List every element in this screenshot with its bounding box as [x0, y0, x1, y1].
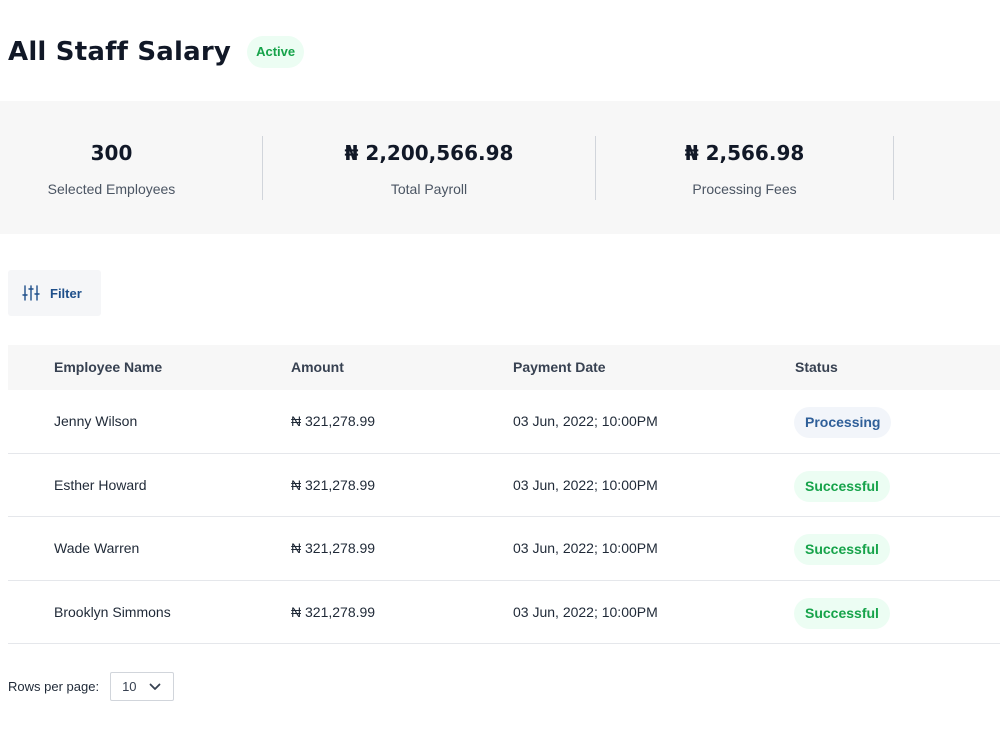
page-title: All Staff Salary: [8, 37, 232, 67]
payment-date: 03 Jun, 2022; 10:00PM: [513, 413, 658, 429]
amount: ₦ 321,278.99: [291, 413, 376, 429]
stat-value: 300: [90, 141, 133, 165]
status-badge: Successful: [794, 470, 890, 502]
stat-divider: [262, 136, 263, 200]
stat-selected-employees: 300 Selected Employees: [0, 101, 223, 234]
employee-name: Brooklyn Simmons: [54, 603, 171, 620]
status-badge: Successful: [794, 597, 890, 629]
table-row[interactable]: Esther Howard ₦ 321,278.99 03 Jun, 2022;…: [8, 454, 1000, 517]
employee-name: Wade Warren: [54, 540, 140, 556]
column-header-amount[interactable]: Amount: [291, 359, 344, 375]
payment-date: 03 Jun, 2022; 10:00PM: [513, 603, 658, 620]
column-header-payment-date[interactable]: Payment Date: [513, 359, 606, 375]
rows-per-page-label: Rows per page:: [8, 679, 100, 694]
filter-button-label: Filter: [50, 285, 82, 301]
stat-value: ₦ 2,200,566.98: [344, 141, 514, 165]
status-badge: Processing: [794, 407, 892, 438]
table-row[interactable]: Brooklyn Simmons ₦ 321,278.99 03 Jun, 20…: [8, 581, 1000, 644]
amount: ₦ 321,278.99: [291, 540, 376, 556]
table-header: Employee Name Amount Payment Date Status: [8, 345, 1000, 390]
stat-label: Total Payroll: [390, 181, 468, 197]
stat-label: Selected Employees: [47, 181, 176, 197]
stat-divider: [595, 136, 596, 200]
rows-per-page-select[interactable]: 10: [110, 672, 175, 701]
rows-per-page-value: 10: [122, 679, 137, 694]
stat-total-payroll: ₦ 2,200,566.98 Total Payroll: [263, 101, 595, 234]
chevron-down-icon: [137, 679, 161, 694]
amount: ₦ 321,278.99: [291, 476, 376, 493]
employee-name: Esther Howard: [54, 476, 147, 493]
filter-button[interactable]: Filter: [8, 270, 101, 316]
salary-table: Employee Name Amount Payment Date Status…: [8, 345, 1000, 644]
stat-value: ₦ 2,566.98: [684, 141, 805, 165]
pagination: Rows per page: 10: [8, 672, 175, 701]
stat-label: Processing Fees: [692, 181, 797, 197]
column-header-status[interactable]: Status: [795, 359, 838, 375]
sliders-icon: [22, 285, 40, 301]
amount: ₦ 321,278.99: [291, 603, 376, 620]
summary-panel: 300 Selected Employees ₦ 2,200,566.98 To…: [0, 101, 1000, 234]
page-header: All Staff Salary Active: [8, 36, 305, 68]
table-row[interactable]: Wade Warren ₦ 321,278.99 03 Jun, 2022; 1…: [8, 517, 1000, 581]
stat-divider: [893, 136, 894, 200]
stat-processing-fees: ₦ 2,566.98 Processing Fees: [596, 101, 893, 234]
payment-date: 03 Jun, 2022; 10:00PM: [513, 476, 658, 493]
status-badge: Successful: [794, 534, 890, 565]
column-header-employee-name[interactable]: Employee Name: [54, 359, 163, 375]
payment-date: 03 Jun, 2022; 10:00PM: [513, 540, 658, 556]
status-badge: Active: [247, 36, 305, 68]
employee-name: Jenny Wilson: [54, 413, 138, 429]
table-row[interactable]: Jenny Wilson ₦ 321,278.99 03 Jun, 2022; …: [8, 390, 1000, 454]
